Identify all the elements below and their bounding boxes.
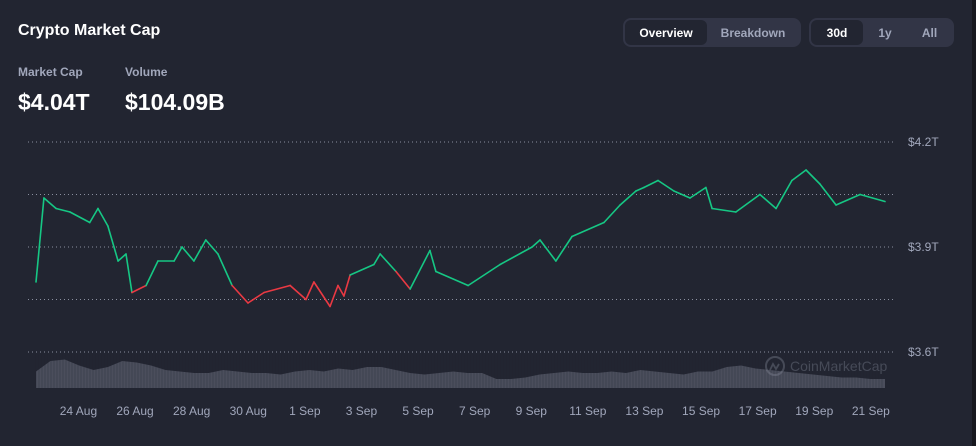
watermark-text: CoinMarketCap [790, 358, 887, 374]
x-tick-label: 9 Sep [516, 404, 548, 418]
x-tick-label: 1 Sep [289, 404, 321, 418]
x-tick-label: 19 Sep [795, 404, 833, 418]
market-cap-line-segment [217, 253, 233, 287]
market-cap-line-segment [429, 249, 437, 273]
tab-1y[interactable]: 1y [878, 25, 892, 40]
market-cap-line-segment [69, 211, 91, 224]
market-cap-line-segment [819, 183, 837, 206]
market-cap-line-segment [619, 190, 637, 206]
x-tick-label: 5 Sep [402, 404, 434, 418]
volume-label: Volume [125, 65, 168, 79]
market-cap-line-segment [555, 235, 573, 262]
x-tick-label: 7 Sep [459, 404, 491, 418]
market-cap-line-segment [657, 179, 675, 192]
market-cap-line-segment [329, 284, 339, 308]
tab-30d[interactable]: 30d [811, 20, 863, 45]
coinmarketcap-logo-icon [765, 356, 785, 376]
market-cap-line-segment [263, 284, 291, 294]
tab-all[interactable]: All [921, 25, 938, 40]
market-cap-line-segment [117, 253, 127, 262]
market-cap-line-segment [735, 193, 761, 213]
x-tick-label: 11 Sep [569, 404, 606, 418]
market-cap-line-segment [145, 260, 159, 287]
y-tick-label: $3.9T [908, 240, 939, 254]
y-tick-label: $3.6T [908, 345, 939, 359]
market-cap-line-segment [711, 207, 737, 213]
market-cap-line-segment [97, 207, 109, 227]
right-edge [972, 0, 976, 446]
volume-value: $104.09B [125, 89, 225, 115]
market-cap-line-segment [435, 270, 469, 287]
market-cap-line-segment [531, 239, 541, 248]
watermark: CoinMarketCap [765, 356, 887, 376]
market-cap-line-segment [35, 197, 45, 283]
market-cap-line-segment [107, 225, 119, 262]
market-cap-line-segment [499, 246, 533, 266]
market-cap-line-segment [55, 207, 71, 213]
market-cap-line-segment [193, 239, 207, 262]
x-tick-label: 28 Aug [173, 404, 210, 418]
market-cap-stat: Market Cap $4.04T [18, 65, 90, 116]
market-cap-line-segment [791, 169, 807, 182]
market-cap-line-segment [635, 186, 645, 192]
market-cap-line-segment [337, 284, 345, 297]
market-cap-line-segment [759, 193, 777, 210]
x-tick-label: 3 Sep [346, 404, 378, 418]
tab-overview[interactable]: Overview [625, 20, 707, 45]
x-tick-label: 13 Sep [625, 404, 663, 418]
market-cap-line-segment [379, 253, 397, 273]
volume-area [36, 359, 885, 388]
y-tick-label: $4.2T [908, 135, 939, 149]
x-tick-label: 15 Sep [682, 404, 720, 418]
volume-stat: Volume $104.09B [125, 65, 225, 116]
tab-breakdown[interactable]: Breakdown [720, 25, 786, 40]
market-cap-line-segment [705, 186, 713, 210]
market-cap-line-segment [373, 253, 381, 266]
x-tick-label: 21 Sep [852, 404, 890, 418]
market-cap-line-segment [409, 249, 431, 290]
market-cap-line-segment [539, 239, 557, 262]
market-cap-line-segment [775, 179, 793, 210]
market-cap-line-segment [205, 239, 219, 255]
market-cap-line-segment [131, 284, 147, 294]
market-cap-line-segment [859, 193, 886, 203]
market-cap-label: Market Cap [18, 65, 83, 79]
x-tick-label: 24 Aug [60, 404, 97, 418]
market-cap-value: $4.04T [18, 89, 90, 115]
market-cap-line-segment [467, 263, 501, 287]
market-cap-line-segment [181, 246, 195, 262]
market-cap-line-segment [313, 281, 331, 308]
market-cap-line-segment [805, 169, 821, 185]
x-tick-label: 30 Aug [230, 404, 267, 418]
market-cap-line-segment [603, 204, 621, 224]
market-cap-line-segment [689, 186, 707, 199]
market-cap-line-segment [835, 193, 861, 206]
page-title: Crypto Market Cap [18, 22, 161, 39]
market-cap-line-segment [673, 190, 691, 199]
market-cap-line-segment [305, 281, 315, 301]
market-cap-line-segment [395, 270, 411, 290]
view-toggle: Overview Breakdown [623, 18, 801, 47]
market-cap-line-segment [43, 197, 57, 210]
x-tick-label: 26 Aug [116, 404, 153, 418]
market-cap-line-segment [289, 284, 307, 301]
market-cap-line-segment [231, 284, 249, 304]
market-cap-line-segment [571, 221, 605, 238]
market-cap-line-segment [643, 179, 659, 189]
x-tick-label: 17 Sep [739, 404, 777, 418]
market-cap-line-segment [173, 246, 183, 262]
range-toggle: 30d 1y All [809, 18, 954, 47]
market-cap-line-segment [88, 207, 99, 224]
market-cap-line-segment [343, 274, 351, 297]
market-cap-line-segment [349, 263, 375, 276]
market-cap-line-segment [125, 253, 133, 294]
market-cap-line-segment [247, 291, 265, 304]
